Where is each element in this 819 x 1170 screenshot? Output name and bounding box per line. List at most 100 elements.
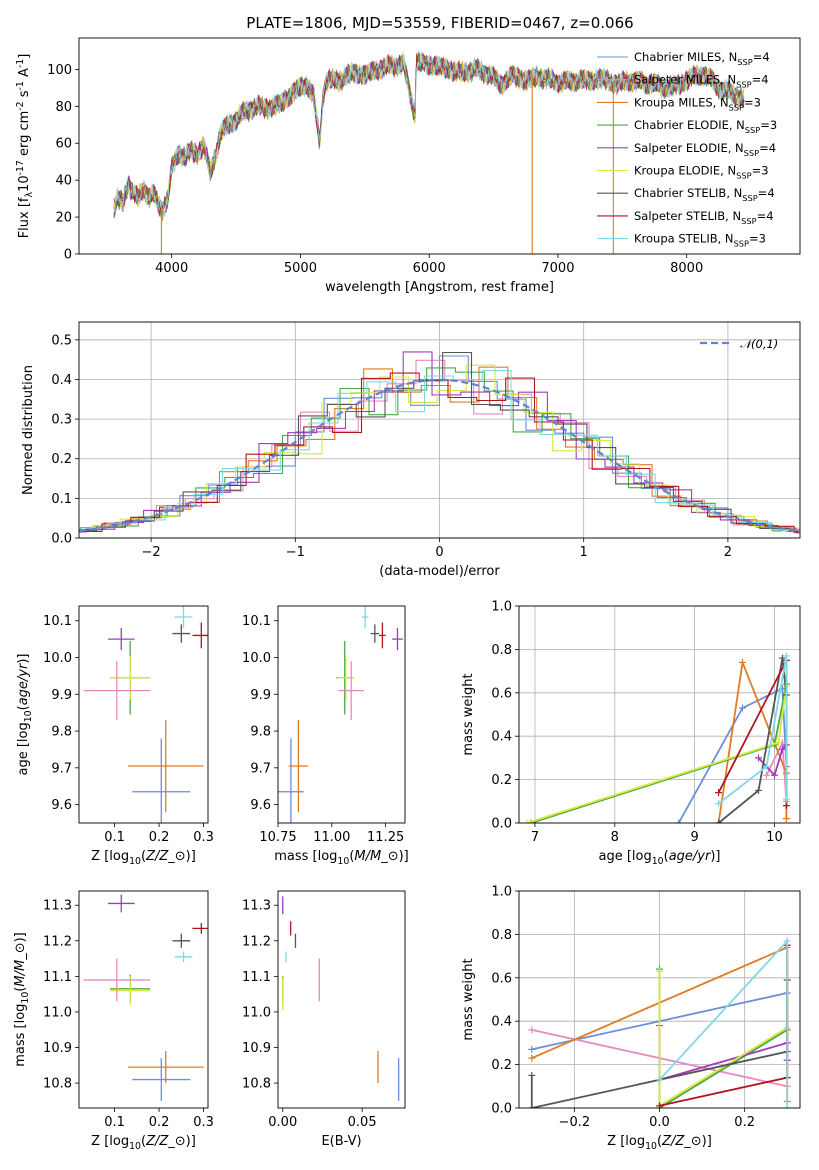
- weight-marker: [754, 786, 762, 794]
- label-part: )]: [702, 1134, 712, 1149]
- weight-marker: [715, 799, 723, 807]
- x-axis-label: age [log10(age/yr)]: [598, 849, 720, 867]
- label-part: 10: [17, 175, 32, 192]
- x-tick-label: 6000: [413, 261, 446, 276]
- y-tick-label: 11.0: [242, 1005, 271, 1020]
- plots-layer: 4000 5000 6000 7000 8000020406080100waveleng…: [13, 37, 801, 1152]
- legend-label: Kroupa STELIB, NSSP=3: [634, 232, 766, 249]
- y-tick-label: 0.2: [491, 773, 512, 788]
- plot-area-spectrum: [113, 51, 745, 254]
- label-part: 10: [23, 710, 34, 722]
- weight-marker: [528, 1045, 536, 1053]
- weight-series: [658, 971, 788, 1108]
- weight-marker: [715, 819, 723, 823]
- label-part: SSP: [736, 171, 751, 181]
- x-tick-label: 0: [435, 545, 443, 560]
- label-part: 10: [645, 1141, 657, 1152]
- label-part: -17: [15, 160, 26, 175]
- label-part: -2: [15, 101, 26, 110]
- label-part: =4: [758, 186, 775, 200]
- y-tick-label: 0.4: [491, 1015, 512, 1030]
- label-part: age [log: [16, 722, 31, 775]
- label-part: =3: [749, 232, 766, 246]
- figure-title: PLATE=1806, MJD=53559, FIBERID=0467, z=0…: [246, 14, 633, 32]
- label-part: SSP: [734, 239, 749, 249]
- label-part: SSP: [742, 193, 757, 203]
- label-part: Z [log: [91, 849, 129, 864]
- plot-area-age-vs-Z: [83, 606, 208, 823]
- label-part: =3: [752, 164, 769, 178]
- y-tick-label: 0.0: [491, 1102, 512, 1117]
- weight-marker: [774, 739, 782, 747]
- label-part: Chabrier ELODIE, N: [634, 118, 745, 132]
- x-tick-label: 9: [690, 830, 698, 845]
- y-tick-label: 0.3: [51, 413, 72, 428]
- weight-marker: [528, 1026, 536, 1034]
- x-tick-label: 0.2: [734, 1115, 755, 1130]
- label-part: (: [16, 705, 31, 710]
- label-part: (: [13, 987, 28, 992]
- x-tick-label: 0.2: [149, 830, 170, 845]
- label-part: Kroupa MILES, N: [634, 95, 729, 109]
- legend-label: Kroupa ELODIE, NSSP=3: [634, 164, 769, 181]
- y-tick-label: 0.2: [491, 1058, 512, 1073]
- legend-label: Chabrier MILES, NSSP=4: [634, 50, 770, 67]
- label-part: -1: [15, 81, 26, 90]
- y-axis-label: Normed distribution: [21, 365, 36, 495]
- y-tick-label: 0.0: [51, 532, 72, 547]
- plot-area-age-vs-mass: [278, 606, 403, 823]
- y-tick-label: 0.6: [491, 686, 512, 701]
- weight-marker: [739, 704, 747, 712]
- weight-marker: [783, 937, 791, 945]
- x-tick-label: 7000: [541, 261, 574, 276]
- label-part: =4: [759, 141, 776, 155]
- y-axis-label: Flux [fλ10-17 erg cm-2 s-1 A-1]: [15, 54, 35, 239]
- weight-marker: [782, 802, 790, 810]
- y-tick-label: 11.0: [43, 1005, 72, 1020]
- label-part: =4: [757, 209, 774, 223]
- label-part: M/M_⊙: [354, 849, 398, 864]
- label-part: SSP: [736, 80, 751, 90]
- x-axis-label: wavelength [Angstrom, rest frame]: [325, 280, 554, 295]
- plot-area-mass-vs-EBV: [282, 896, 400, 1101]
- axes-age-vs-Z: 0.1 0.2 0.39.69.79.89.910.010.1Z [log10(Z/…: [16, 605, 214, 867]
- label-part: 10: [652, 856, 664, 867]
- label-part: Kroupa STELIB, N: [634, 232, 734, 246]
- y-tick-label: 1.0: [491, 600, 512, 615]
- x-tick-label: 5000: [284, 261, 317, 276]
- y-tick-label: 10.9: [43, 1041, 72, 1056]
- weight-marker: [715, 789, 723, 797]
- y-tick-label: 0.8: [491, 928, 512, 943]
- y-tick-label: 11.1: [43, 970, 72, 985]
- y-tick-label: 0.6: [491, 971, 512, 986]
- label-part: mass weight: [461, 958, 476, 1040]
- label-part: (: [657, 1134, 662, 1149]
- y-tick-label: 10.1: [43, 614, 72, 629]
- axes-frame: [78, 605, 209, 824]
- histogram-series: [79, 370, 800, 534]
- histogram-series: [79, 372, 800, 533]
- x-axis-label: Z [log10(Z/Z_⊙)]: [607, 1134, 712, 1152]
- label-part: (: [141, 849, 146, 864]
- legend-label: Salpeter STELIB, NSSP=4: [634, 209, 774, 226]
- y-tick-label: 0.8: [491, 643, 512, 658]
- axes-age-vs-mass: 10.75 11.00 11.25 9.6 9.7 9.8 9.9 10.0 10.1 mass …: [242, 605, 409, 867]
- legend-label-gaussian: 𝒩(0,1): [740, 337, 778, 351]
- label-part: )]: [186, 849, 196, 864]
- label-part: ]: [17, 54, 32, 59]
- label-part: Salpeter ELODIE, N: [634, 141, 744, 155]
- y-tick-label: 100: [47, 63, 72, 78]
- axes-spectrum: 4000 5000 6000 7000 8000 0 20 40 60 80 100 waveleng…: [15, 37, 801, 295]
- label-part: wavelength [Angstrom, rest frame]: [325, 280, 554, 295]
- label-part: 10: [20, 992, 31, 1004]
- y-tick-label: 9.9: [51, 688, 72, 703]
- axes-mass-vs-Z: 0.1 0.2 0.310.810.911.011.111.211.3Z [log1…: [13, 890, 214, 1152]
- x-axis-label: mass [log10(M/M_⊙)]: [274, 849, 409, 867]
- y-tick-label: 10.0: [43, 651, 72, 666]
- x-axis-label: (data-model)/error: [379, 564, 500, 579]
- spectrum-line: [113, 51, 745, 220]
- x-axis-label: E(B-V): [321, 1134, 361, 1149]
